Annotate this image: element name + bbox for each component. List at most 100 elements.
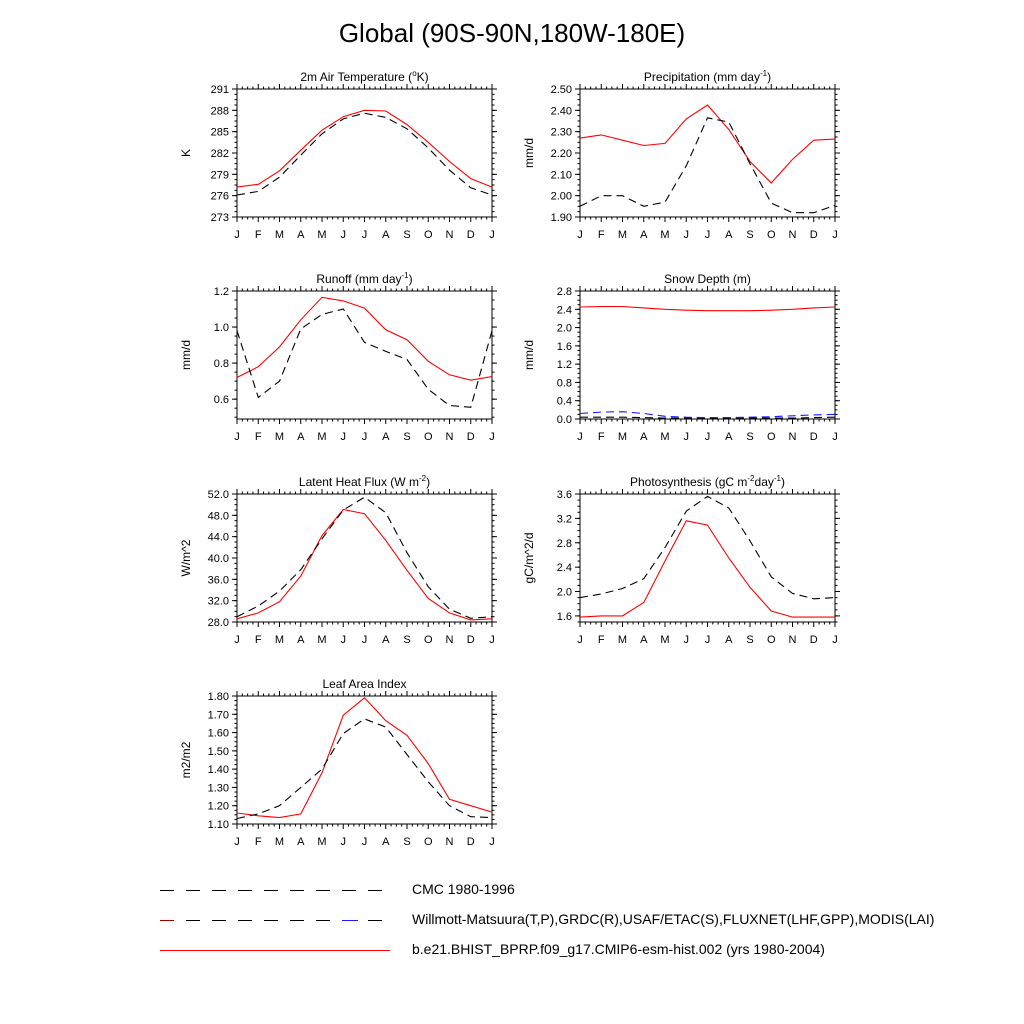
panel-4-ytick-label: 2.8: [557, 286, 572, 298]
panel-7-title: Leaf Area Index: [322, 677, 406, 691]
panel-1-xtick-label: A: [382, 229, 390, 241]
panel-5-xtick-label: J: [362, 634, 368, 646]
panel-3-title-part: Runoff (mm day: [316, 272, 401, 286]
panel-1-title: 2m Air Temperature (oK): [300, 69, 428, 84]
panel-2-xtick-label: M: [618, 229, 627, 241]
panel-1-xtick-label: J: [362, 229, 368, 241]
panel-3: Runoff (mm day-1)J F M A M J J A S O N D J0.60.81.01…: [179, 271, 497, 443]
panel-4-xtick-label: A: [640, 431, 648, 443]
panel-6-xtick-label: O: [767, 634, 776, 646]
panel-3-xtick-label: F: [255, 431, 262, 443]
panel-1-xtick-label: O: [424, 229, 433, 241]
panel-5-series-model: [236, 508, 493, 621]
panel-6-title-part: Photosynthesis (gC m: [630, 475, 747, 489]
panel-6-frame: [579, 493, 836, 623]
panel-5-xtick-label: J: [489, 634, 495, 646]
panel-7-ytick-label: 1.20: [208, 801, 229, 813]
panel-3-xtick-label: J: [362, 431, 368, 443]
panel-1-xtick-label: J: [234, 229, 240, 241]
legend-label-model: b.e21.BHIST_BPRP.f09_g17.CMIP6-esm-hist.…: [412, 941, 825, 957]
panel-6-title-part: -2: [747, 474, 755, 483]
panel-7-xtick-label: J: [362, 836, 368, 848]
panel-6-xtick-label: J: [832, 634, 838, 646]
plots-canvas: 2m Air Temperature (oK)J F M A M J J A S O N D J2732…: [179, 69, 840, 848]
panel-5-ylabel: W/m^2: [179, 539, 193, 576]
panel-3-title: Runoff (mm day-1): [316, 271, 412, 286]
panel-7-xtick-label: A: [297, 836, 305, 848]
legend-sample-obs-blue: [342, 920, 358, 921]
panel-5-ytick-label: 32.0: [208, 596, 229, 608]
panel-2-xtick-label: F: [598, 229, 605, 241]
panel-4-ytick-label: 1.2: [557, 359, 572, 371]
legend-label-cmc: CMC 1980-1996: [412, 881, 515, 897]
panel-5-title-part: Latent Heat Flux (W m: [299, 475, 419, 489]
legend-sample-obs-red: [160, 920, 174, 921]
panel-6-xtick-label: A: [640, 634, 648, 646]
panel-3-xtick-label: A: [382, 431, 390, 443]
panel-6-ytick-label: 3.2: [557, 513, 572, 525]
panel-3-title-part: ): [409, 272, 413, 286]
panel-7-xtick-label: S: [403, 836, 410, 848]
panel-7-xtick-label: M: [275, 836, 284, 848]
panel-7-ytick-label: 1.50: [208, 746, 229, 758]
panel-4-title-part: Snow Depth (m): [664, 272, 751, 286]
panel-4-xtick-label: J: [705, 431, 711, 443]
panel-7-ytick-label: 1.40: [208, 764, 229, 776]
panel-4-ytick-label: 1.6: [557, 341, 572, 353]
panel-3-title-part: -1: [402, 271, 410, 280]
panel-2-ytick-label: 1.90: [551, 212, 572, 224]
panel-5-xtick-label: O: [424, 634, 433, 646]
panel-2: Precipitation (mm day-1)J F M A M J J A S O N D J1.9…: [522, 69, 840, 241]
panel-4-ytick-label: 0.4: [557, 396, 572, 408]
panel-5-xtick-label: D: [467, 634, 475, 646]
panel-7-series-obs: [236, 718, 493, 820]
panel-5-xtick-label: J: [341, 634, 347, 646]
panel-5-title-part: -2: [419, 474, 427, 483]
panel-5-xtick-label: M: [317, 634, 326, 646]
panel-6-xtick-label: F: [598, 634, 605, 646]
panel-2-xtick-label: M: [660, 229, 669, 241]
panel-7-ytick-label: 1.70: [208, 709, 229, 721]
panel-6-ylabel: gC/m^2/d: [522, 533, 536, 584]
panel-6-xtick-label: M: [660, 634, 669, 646]
panel-3-ytick-label: 1.0: [214, 322, 229, 334]
figure-title: Global (90S-90N,180W-180E): [338, 18, 686, 48]
panel-5-ytick-label: 36.0: [208, 574, 229, 586]
panel-7-series-model: [236, 697, 493, 819]
panel-5-title-part: ): [426, 475, 430, 489]
panel-6-ytick-label: 3.6: [557, 489, 572, 501]
panel-3-xtick-label: A: [297, 431, 305, 443]
panel-4: Snow Depth (m)J F M A M J J A S O N D J0.00.40.81.21…: [522, 272, 840, 443]
panel-1-xtick-label: J: [489, 229, 495, 241]
panel-6-title-part: ): [781, 475, 785, 489]
panel-4-xtick-label: F: [598, 431, 605, 443]
panel-4-ytick-label: 0.0: [557, 414, 572, 426]
panel-1-ytick-label: 285: [211, 127, 229, 139]
panel-2-ytick-label: 2.50: [551, 84, 572, 96]
panel-5-xtick-label: S: [403, 634, 410, 646]
panel-2-title: Precipitation (mm day-1): [644, 69, 771, 84]
panel-6-xtick-label: A: [725, 634, 733, 646]
panel-1-xtick-label: F: [255, 229, 262, 241]
panel-1-ytick-label: 282: [211, 148, 229, 160]
panel-1-xtick-label: M: [317, 229, 326, 241]
panel-4-title: Snow Depth (m): [664, 272, 751, 286]
panel-6-ytick-label: 1.6: [557, 611, 572, 623]
legend-label-obs: Willmott-Matsuura(T,P),GRDC(R),USAF/ETAC…: [412, 911, 935, 927]
panel-3-ylabel: mm/d: [179, 340, 193, 370]
panel-4-series-obs2: [579, 411, 836, 419]
panel-1-xtick-label: S: [403, 229, 410, 241]
panel-2-title-part: ): [767, 70, 771, 84]
panel-2-xtick-label: J: [705, 229, 711, 241]
panel-7-xtick-label: J: [234, 836, 240, 848]
panel-3-xtick-label: S: [403, 431, 410, 443]
panel-3-xtick-label: M: [275, 431, 284, 443]
panel-6-xtick-label: M: [618, 634, 627, 646]
panel-7-ylabel: m2/m2: [179, 741, 193, 778]
panel-2-ylabel: mm/d: [522, 138, 536, 168]
panel-7-xtick-label: J: [341, 836, 347, 848]
panel-6-title-part: day: [755, 475, 774, 489]
panel-4-series-model: [579, 305, 836, 312]
legend-sample-obs: [160, 920, 390, 921]
panel-2-frame: [579, 88, 836, 218]
